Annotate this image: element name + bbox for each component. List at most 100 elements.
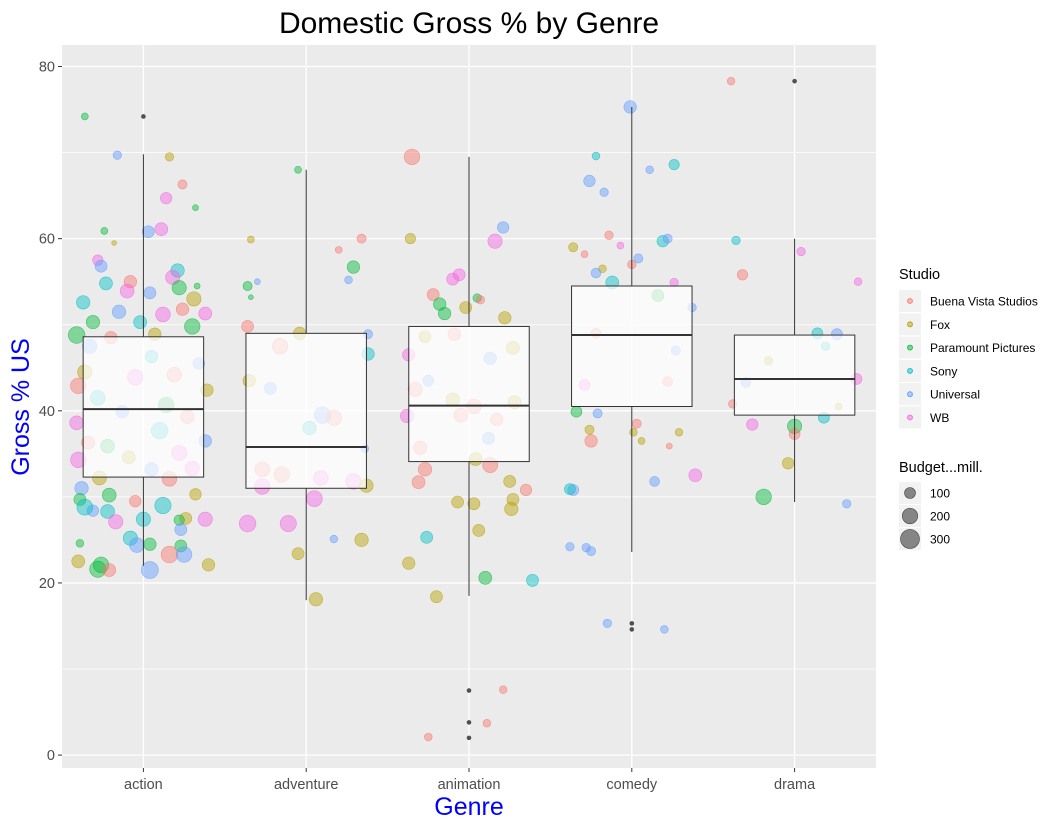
legend-studio-label: Fox <box>930 318 950 332</box>
data-point <box>112 150 122 160</box>
data-point <box>796 247 806 257</box>
data-point <box>629 428 638 437</box>
legend-key-swatch <box>907 414 913 421</box>
legend-budget-label: 200 <box>930 510 950 524</box>
data-point <box>842 499 852 509</box>
x-tick-label: drama <box>774 777 816 793</box>
y-tick-label: 0 <box>47 748 55 764</box>
data-point <box>472 293 482 303</box>
data-point <box>102 563 117 577</box>
data-point <box>402 556 416 570</box>
data-point <box>565 542 575 552</box>
legend-studio-label: Universal <box>930 388 980 402</box>
data-point <box>308 592 324 607</box>
legend-studio-label: Buena Vista Studios <box>930 295 1038 309</box>
data-point <box>101 487 117 503</box>
data-point <box>76 295 91 310</box>
data-point <box>570 405 583 418</box>
legend-budget: Budget...mill. 100 200 300 <box>899 460 983 550</box>
outlier-point <box>141 114 146 119</box>
data-point <box>568 242 579 253</box>
legend-budget-label: 300 <box>930 533 950 547</box>
data-point <box>176 546 193 563</box>
data-point <box>247 235 255 244</box>
data-point <box>294 166 302 174</box>
data-point <box>279 515 297 533</box>
data-point <box>668 159 680 171</box>
x-tick-label: action <box>124 777 163 793</box>
data-point <box>201 558 216 572</box>
outlier-point <box>466 688 472 693</box>
x-tick-label: comedy <box>606 777 658 793</box>
boxplots <box>82 78 856 741</box>
box-iqr <box>408 325 530 463</box>
data-point <box>192 204 199 211</box>
data-point <box>174 523 188 536</box>
data-point <box>174 539 188 553</box>
data-point <box>133 315 147 329</box>
y-axis-title: Gross % US <box>7 338 35 476</box>
legend-key-swatch <box>907 367 913 374</box>
data-point <box>248 294 254 300</box>
data-point <box>354 532 369 547</box>
data-point <box>418 462 433 477</box>
data-point <box>526 574 539 587</box>
data-point <box>411 475 426 490</box>
data-point <box>660 625 669 634</box>
legend-key-bg <box>899 528 921 550</box>
data-point <box>76 498 94 516</box>
data-point <box>503 475 517 488</box>
data-point <box>426 288 440 301</box>
data-point <box>731 235 741 245</box>
data-point <box>451 495 464 509</box>
box-iqr <box>733 334 856 416</box>
y-tick-label: 40 <box>39 404 55 420</box>
data-point <box>633 253 644 264</box>
data-point <box>583 174 596 188</box>
data-point <box>254 278 261 286</box>
data-point <box>74 481 89 496</box>
data-point <box>656 235 669 248</box>
data-point <box>154 222 169 237</box>
data-point <box>197 511 213 527</box>
data-point <box>665 442 673 450</box>
data-point <box>581 543 591 553</box>
data-point <box>193 282 201 290</box>
data-point <box>71 554 86 569</box>
data-point <box>141 225 155 239</box>
data-point <box>81 112 89 121</box>
data-point <box>755 488 772 505</box>
data-point <box>184 318 201 335</box>
data-point <box>649 476 660 487</box>
data-point <box>497 221 510 234</box>
data-point <box>99 276 113 291</box>
y-axis: 0 20 40 60 80 <box>39 60 62 764</box>
data-point <box>160 545 179 564</box>
data-point <box>674 428 684 437</box>
data-point <box>160 192 173 205</box>
data-point <box>519 483 533 497</box>
outlier-point <box>466 720 472 725</box>
data-point <box>189 488 202 501</box>
data-point <box>143 286 157 300</box>
data-point <box>129 537 145 553</box>
data-point <box>100 227 109 235</box>
data-point <box>459 301 473 314</box>
data-point <box>586 546 597 557</box>
data-point <box>403 148 421 165</box>
data-point <box>356 233 367 244</box>
data-point <box>94 259 108 273</box>
data-point <box>238 514 257 533</box>
data-point <box>329 534 339 544</box>
data-point <box>89 560 107 578</box>
data-point <box>498 685 508 694</box>
legend-key-swatch <box>907 391 913 398</box>
x-tick-label: adventure <box>274 777 339 793</box>
data-point <box>438 306 452 321</box>
data-point <box>344 275 353 285</box>
outlier-point <box>466 735 472 741</box>
data-point <box>143 537 157 551</box>
data-point <box>604 230 614 240</box>
data-point <box>616 241 625 250</box>
data-point <box>154 497 172 514</box>
